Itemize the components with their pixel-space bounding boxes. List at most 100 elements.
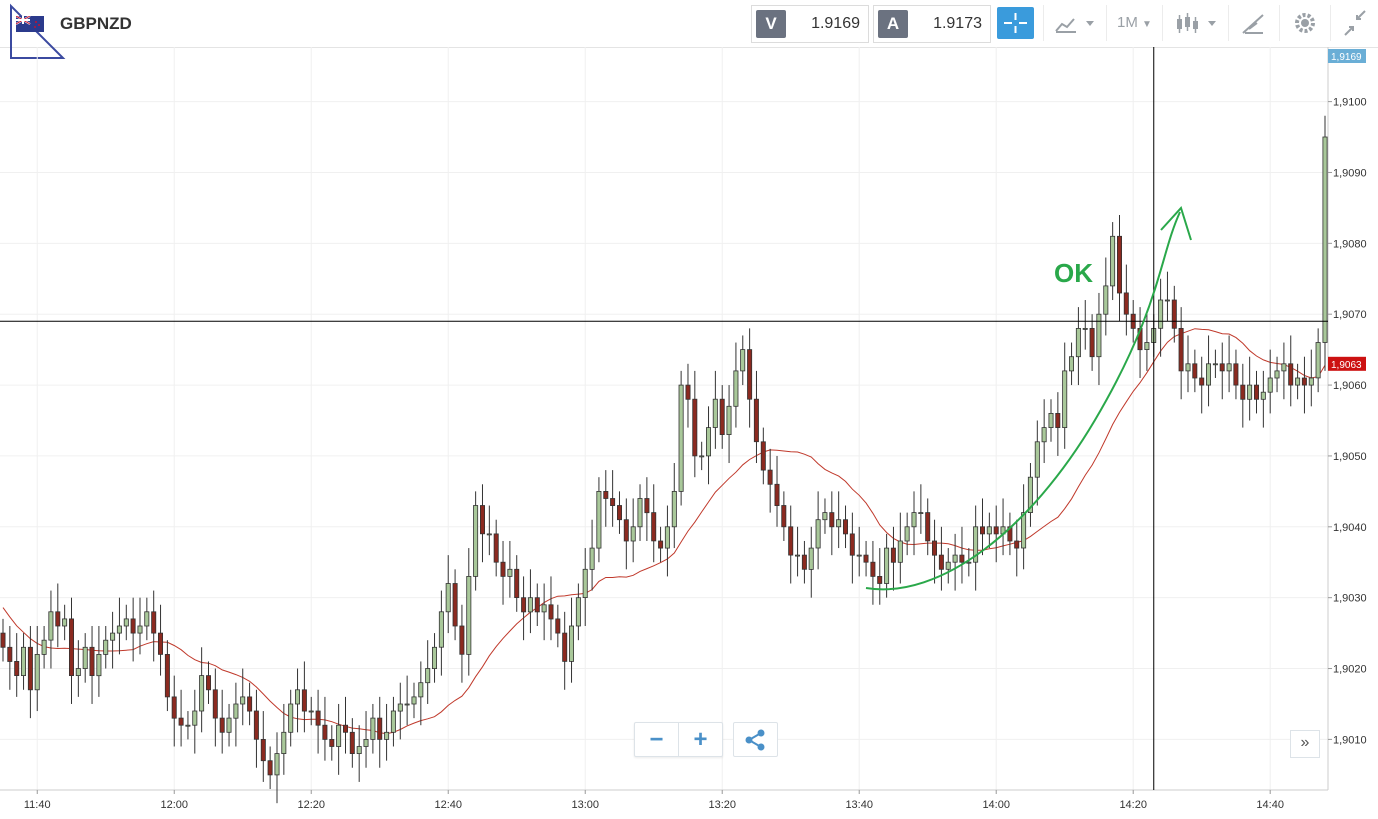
- candle: [1254, 384, 1260, 400]
- candle: [582, 568, 588, 598]
- candle: [1144, 342, 1150, 350]
- collapse-icon: [1344, 10, 1366, 36]
- candle: [1226, 363, 1232, 372]
- candle: [288, 703, 294, 733]
- candle: [986, 526, 992, 535]
- candle: [1288, 363, 1294, 386]
- y-tick-label: 1,9060: [1333, 380, 1367, 392]
- timeframe-dropdown[interactable]: 1M ▼: [1106, 5, 1162, 41]
- candle: [1069, 356, 1075, 372]
- candle: [918, 512, 924, 515]
- candle: [349, 731, 355, 754]
- crosshair-button[interactable]: [997, 7, 1034, 39]
- candle: [726, 405, 732, 435]
- candle: [603, 490, 609, 499]
- candle: [617, 505, 623, 521]
- candle: [575, 597, 581, 627]
- annotation-arrowhead: [1160, 206, 1192, 241]
- candle: [69, 618, 75, 677]
- candle: [404, 703, 410, 706]
- candle: [760, 441, 766, 471]
- candle: [377, 717, 383, 740]
- candle-style-button[interactable]: [1162, 5, 1228, 41]
- candle: [205, 675, 211, 691]
- candle: [664, 526, 670, 549]
- candle: [253, 710, 259, 740]
- y-tick-label: 1,9100: [1333, 97, 1367, 109]
- zoom-out-button[interactable]: −: [635, 723, 679, 756]
- candle: [486, 533, 492, 536]
- candle: [308, 710, 314, 713]
- candle: [637, 498, 643, 528]
- y-tick-label: 1,9010: [1333, 734, 1367, 746]
- candle: [1199, 377, 1205, 386]
- candle: [1192, 363, 1198, 379]
- candle: [390, 710, 396, 733]
- candle: [459, 625, 465, 655]
- candle: [959, 554, 965, 563]
- candle: [1123, 292, 1129, 315]
- candle: [82, 646, 88, 669]
- candle: [767, 469, 773, 485]
- y-tick-label: 1,9020: [1333, 664, 1367, 676]
- candle: [233, 703, 239, 719]
- annotation-curve: [865, 211, 1181, 591]
- bid-price: 1.9169: [811, 15, 860, 32]
- price-chart[interactable]: 1,9010 1,9020 1,9030 1,9040 1,9050 1,9060 1,90…: [0, 47, 1378, 819]
- candle: [980, 526, 986, 535]
- share-button[interactable]: [733, 722, 778, 757]
- expand-panel-button[interactable]: »: [1290, 730, 1320, 758]
- candle: [610, 498, 616, 506]
- candle: [96, 654, 102, 677]
- ask-price-box[interactable]: A 1.9173: [873, 5, 991, 43]
- gear-icon: [1295, 13, 1315, 33]
- candle: [1274, 370, 1280, 379]
- candle: [110, 632, 116, 641]
- candle: [281, 731, 287, 754]
- candle: [897, 540, 903, 563]
- candle: [75, 668, 81, 676]
- candle: [171, 696, 177, 719]
- candle: [993, 526, 999, 535]
- settings-button[interactable]: [1279, 5, 1330, 41]
- candle: [1014, 540, 1020, 549]
- candle: [294, 689, 300, 705]
- zoom-in-button[interactable]: +: [693, 726, 708, 753]
- candle: [1171, 299, 1177, 329]
- candle: [589, 547, 595, 570]
- candle: [527, 597, 533, 613]
- chart-type-button[interactable]: [1043, 5, 1106, 41]
- candle: [397, 703, 403, 712]
- candle: [932, 540, 938, 556]
- candle: [425, 668, 431, 684]
- candle: [438, 611, 444, 648]
- candle: [1021, 512, 1027, 549]
- candle: [1260, 391, 1266, 400]
- bid-price-box[interactable]: V 1.9169: [751, 5, 869, 43]
- candle: [247, 696, 253, 712]
- candle: [411, 696, 417, 705]
- candle: [1206, 363, 1212, 386]
- candle: [370, 717, 376, 740]
- candle: [1219, 363, 1225, 372]
- candle: [466, 576, 472, 655]
- chevron-down-icon: ▼: [1142, 19, 1152, 30]
- collapse-button[interactable]: [1330, 5, 1378, 41]
- x-tick-label: 11:40: [24, 799, 51, 811]
- candle: [0, 632, 6, 648]
- candle: [740, 349, 746, 372]
- candle: [1027, 476, 1033, 514]
- candle: [1089, 327, 1095, 358]
- drawing-tools-button[interactable]: [1228, 5, 1279, 41]
- candle: [644, 498, 650, 514]
- candle: [185, 724, 191, 727]
- x-tick-label: 12:00: [160, 799, 188, 811]
- candle: [34, 654, 40, 691]
- candle: [884, 547, 890, 584]
- candle: [1096, 313, 1102, 358]
- x-tick-label: 13:20: [708, 799, 736, 811]
- candle: [733, 370, 739, 407]
- candle: [418, 682, 424, 698]
- candle: [904, 526, 910, 542]
- candle: [774, 483, 780, 506]
